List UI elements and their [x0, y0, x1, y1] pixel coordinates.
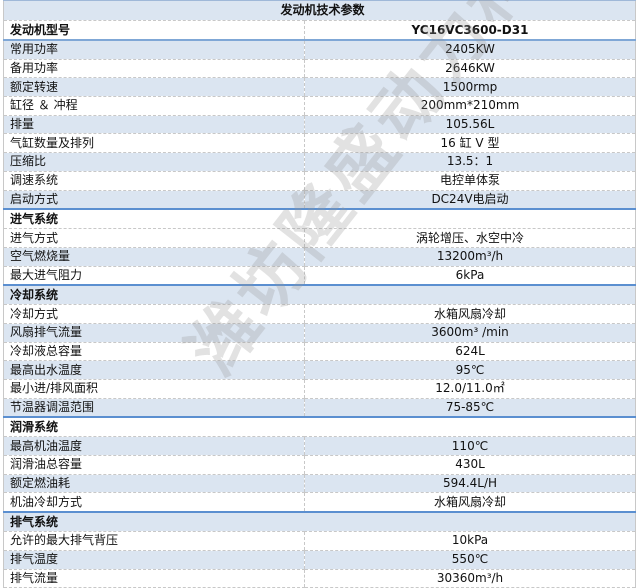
param-label: 冷却方式: [3, 304, 305, 324]
param-label: 冷却液总容量: [3, 342, 305, 362]
param-value: 1500rmp: [304, 77, 636, 98]
param-label: 最小进/排风面积: [3, 379, 305, 399]
param-label: 排量: [3, 115, 305, 135]
param-value: 电控单体泵: [304, 171, 636, 191]
section-title: 冷却系统: [3, 284, 636, 306]
table-row: 最高出水温度 95℃: [3, 360, 636, 380]
table-row: 机油冷却方式 水箱风扇冷却: [3, 492, 636, 513]
table-row: 冷却液总容量 624L: [3, 342, 636, 362]
param-label: 压缩比: [3, 152, 305, 172]
param-value: 16 缸 V 型: [304, 133, 636, 154]
param-label: 最高出水温度: [3, 360, 305, 380]
param-label: 额定燃油耗: [3, 474, 305, 494]
param-value: DC24V电启动: [304, 190, 636, 210]
param-value: 2405KW: [304, 40, 636, 60]
section-header-intake: 进气系统: [3, 208, 636, 230]
table-row: 气缸数量及排列 16 缸 V 型: [3, 133, 636, 154]
param-label: 润滑油总容量: [3, 455, 305, 475]
table-row: 排气温度 550℃: [3, 550, 636, 570]
param-value: 13.5：1: [304, 152, 636, 172]
table-row: 最小进/排风面积 12.0/11.0㎡: [3, 379, 636, 399]
table-row: 启动方式 DC24V电启动: [3, 190, 636, 210]
table-row: 润滑油总容量 430L: [3, 455, 636, 475]
param-value: 110℃: [304, 436, 636, 457]
param-value: 200mm*210mm: [304, 96, 636, 116]
model-row: 发动机型号 YC16VC3600-D31: [3, 20, 636, 41]
engine-spec-table: 发动机技术参数 发动机型号 YC16VC3600-D31 常用功率 2405KW 备…: [3, 0, 636, 588]
table-row: 压缩比 13.5：1: [3, 152, 636, 172]
param-value: 12.0/11.0㎡: [304, 379, 636, 399]
table-row: 备用功率 2646KW: [3, 59, 636, 79]
section-header-exhaust: 排气系统: [3, 511, 636, 533]
param-value: 594.4L/H: [304, 474, 636, 494]
model-value: YC16VC3600-D31: [304, 20, 636, 41]
table-row: 额定燃油耗 594.4L/H: [3, 474, 636, 494]
param-label: 最高机油温度: [3, 436, 305, 457]
param-value: 3600m³ /min: [304, 323, 636, 343]
param-label: 额定转速: [3, 77, 305, 98]
param-label: 节温器调温范围: [3, 398, 305, 418]
param-value: 6kPa: [304, 266, 636, 286]
param-value: 105.56L: [304, 115, 636, 135]
table-row: 风扇排气流量 3600m³ /min: [3, 323, 636, 343]
param-label: 最大进气阻力: [3, 266, 305, 286]
table-row: 空气燃烧量 13200m³/h: [3, 247, 636, 267]
table-row: 进气方式 涡轮增压、水空中冷: [3, 228, 636, 248]
param-label: 缸径 ＆ 冲程: [3, 96, 305, 116]
param-label: 进气方式: [3, 228, 305, 248]
param-value: 水箱风扇冷却: [304, 304, 636, 324]
param-value: 10kPa: [304, 531, 636, 551]
param-label: 风扇排气流量: [3, 323, 305, 343]
param-label: 常用功率: [3, 40, 305, 60]
param-value: 624L: [304, 342, 636, 362]
param-value: 430L: [304, 455, 636, 475]
table-row: 允许的最大排气背压 10kPa: [3, 531, 636, 551]
param-value: 550℃: [304, 550, 636, 570]
table-row: 额定转速 1500rmp: [3, 77, 636, 98]
param-value: 2646KW: [304, 59, 636, 79]
param-value: 75-85℃: [304, 398, 636, 418]
table-row: 最高机油温度 110℃: [3, 436, 636, 457]
table-row: 排气流量 30360m³/h: [3, 569, 636, 588]
param-label: 机油冷却方式: [3, 492, 305, 513]
param-value: 95℃: [304, 360, 636, 380]
param-value: 13200m³/h: [304, 247, 636, 267]
param-label: 启动方式: [3, 190, 305, 210]
table-row: 调速系统 电控单体泵: [3, 171, 636, 191]
model-label: 发动机型号: [3, 20, 305, 41]
table-row: 排量 105.56L: [3, 115, 636, 135]
param-value: 水箱风扇冷却: [304, 492, 636, 513]
table-title: 发动机技术参数: [3, 0, 636, 21]
param-label: 空气燃烧量: [3, 247, 305, 267]
table-row: 缸径 ＆ 冲程 200mm*210mm: [3, 96, 636, 116]
section-title: 排气系统: [3, 511, 636, 533]
section-title: 进气系统: [3, 208, 636, 230]
table-title-row: 发动机技术参数: [3, 0, 636, 21]
table-row: 最大进气阻力 6kPa: [3, 266, 636, 286]
section-header-lubrication: 润滑系统: [3, 416, 636, 438]
param-label: 允许的最大排气背压: [3, 531, 305, 551]
section-title: 润滑系统: [3, 416, 636, 438]
param-label: 气缸数量及排列: [3, 133, 305, 154]
table-row: 冷却方式 水箱风扇冷却: [3, 304, 636, 324]
param-label: 调速系统: [3, 171, 305, 191]
param-label: 备用功率: [3, 59, 305, 79]
table-row: 节温器调温范围 75-85℃: [3, 398, 636, 418]
section-header-cooling: 冷却系统: [3, 284, 636, 306]
param-value: 涡轮增压、水空中冷: [304, 228, 636, 248]
param-label: 排气温度: [3, 550, 305, 570]
table-row: 常用功率 2405KW: [3, 40, 636, 60]
